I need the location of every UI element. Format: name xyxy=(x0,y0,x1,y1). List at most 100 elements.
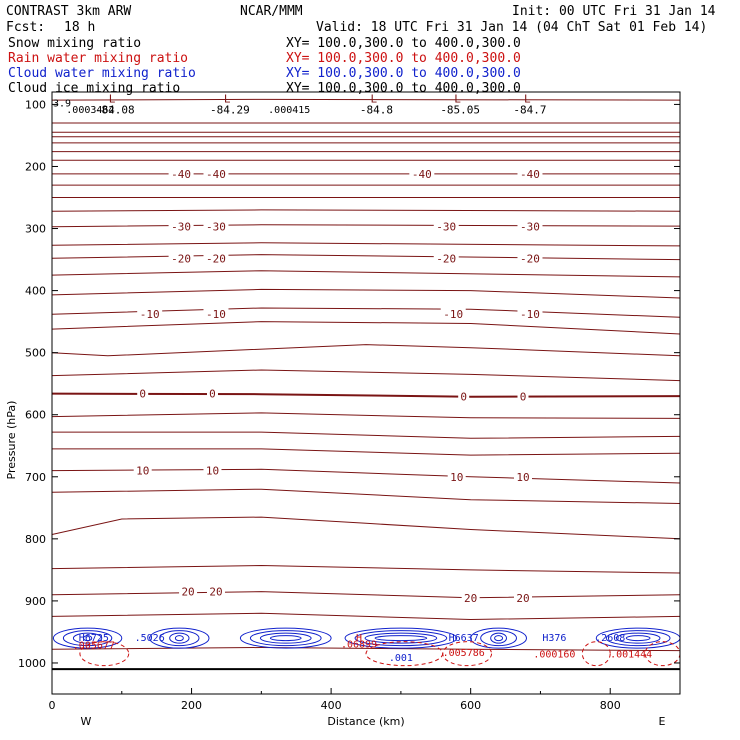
temperature-label: 20 xyxy=(209,586,222,599)
min-marker-value: -84.7 xyxy=(513,103,546,116)
rain-water-contour xyxy=(79,641,130,667)
temperature-label: -20 xyxy=(520,252,540,265)
legend: Snow mixing ratio XY= 100.0,300.0 to 400… xyxy=(8,36,521,96)
temperature-label-background xyxy=(517,220,543,233)
min-marker-value: -84.8 xyxy=(360,103,393,116)
fcst-value: 18 h xyxy=(64,20,95,35)
fcst-label: Fcst: xyxy=(6,20,45,35)
temperature-label: -40 xyxy=(520,168,540,181)
temperature-contour-line xyxy=(51,270,681,278)
legend-rain-name: Rain water mixing ratio xyxy=(8,51,188,66)
temperature-label-background xyxy=(517,252,543,265)
temperature-label-background xyxy=(433,220,459,233)
temperature-label-background xyxy=(179,585,198,598)
temperature-label: -40 xyxy=(412,168,432,181)
cloud-water-contour xyxy=(52,627,123,649)
temperature-label: -30 xyxy=(436,221,456,234)
cloud-water-contour xyxy=(239,627,332,649)
temperature-label: -40 xyxy=(206,168,226,181)
temperature-contour-line xyxy=(51,224,681,228)
temperature-label: 20 xyxy=(516,592,529,605)
temperature-label-background xyxy=(517,167,543,180)
temperature-label-background xyxy=(433,252,459,265)
temperature-contour-line xyxy=(51,591,681,599)
left-edge-value: 3.9 xyxy=(53,98,71,109)
x-tick-label: 600 xyxy=(460,699,481,712)
temperature-contour-line xyxy=(51,209,681,212)
min-marker-value: -84.08 xyxy=(95,103,135,116)
y-tick-label: 1000 xyxy=(18,657,46,670)
temperature-label-background xyxy=(447,470,466,483)
cloud-water-contour xyxy=(494,635,504,642)
max-marker-value: .000160 xyxy=(533,650,575,661)
model-title: CONTRAST 3km ARW xyxy=(6,4,131,19)
temperature-label-background xyxy=(168,252,194,265)
temperature-label-background xyxy=(137,387,149,400)
temperature-contours xyxy=(51,98,681,652)
temperature-contour-line xyxy=(51,646,681,652)
temperature-label-background xyxy=(440,308,466,321)
min-marker-letter: L xyxy=(109,92,116,105)
cloud-water-contour xyxy=(490,632,507,644)
max-marker-value: .001 xyxy=(389,653,413,664)
y-tick-label: 600 xyxy=(25,409,46,422)
cloud-water-contour xyxy=(174,635,184,642)
cloud-water-contour xyxy=(374,635,428,642)
extrema-markers: L-84.08L-84.29L-84.8L-85.05L-84.7.000346… xyxy=(53,92,652,663)
temperature-label: -20 xyxy=(171,252,191,265)
temperature-contour-line xyxy=(52,431,681,439)
max-marker-value: H6637 xyxy=(449,633,479,644)
temperature-label-background xyxy=(168,167,194,180)
temperature-label-background xyxy=(206,387,218,400)
temperature-label: -10 xyxy=(443,308,463,321)
x-axis-label: Distance (km) xyxy=(327,715,404,728)
cloud-water-contour xyxy=(605,630,671,647)
max-marker-value: .000415 xyxy=(268,105,310,116)
x-tick-label: 200 xyxy=(181,699,202,712)
y-tick-label: 900 xyxy=(25,595,46,608)
temperature-label: -10 xyxy=(520,308,540,321)
max-marker-value: .005786 xyxy=(443,648,485,659)
temperature-contour-line xyxy=(51,254,681,261)
temperature-label: -30 xyxy=(171,221,191,234)
y-tick-label: 100 xyxy=(25,98,46,111)
cloud-water-contour xyxy=(169,632,190,644)
y-tick-label: 500 xyxy=(25,347,46,360)
temperature-contour-line xyxy=(51,369,681,382)
temperature-label-background xyxy=(206,585,225,598)
temperature-label: -10 xyxy=(206,308,226,321)
y-tick-label: 700 xyxy=(25,471,46,484)
cloud-water-contour xyxy=(615,632,661,644)
min-marker-letter: L xyxy=(370,92,377,105)
min-marker-letter: L xyxy=(454,92,461,105)
temperature-contour-line xyxy=(51,488,681,504)
x-tick-label: 400 xyxy=(321,699,342,712)
temperature-label: -10 xyxy=(140,308,160,321)
y-axis-label: Pressure (hPa) xyxy=(5,401,18,480)
rain-water-contour xyxy=(581,641,611,667)
cloud-water-contour xyxy=(149,627,210,649)
cloud-water-contour xyxy=(364,632,438,644)
temperature-contour-line xyxy=(51,288,681,299)
min-marker-value: -85.05 xyxy=(440,103,480,116)
cloud-water-contour xyxy=(62,630,113,647)
legend-snow-xy: XY= 100.0,300.0 to 400.0,300.0 xyxy=(286,36,521,51)
legend-snow-name: Snow mixing ratio xyxy=(8,36,141,51)
temperature-label-background xyxy=(137,308,163,321)
max-marker-value: H xyxy=(356,633,362,644)
temperature-label: -40 xyxy=(171,168,191,181)
cloud-water-contour xyxy=(72,632,103,644)
temperature-label: -30 xyxy=(520,221,540,234)
legend-cloud-water-name: Cloud water mixing ratio xyxy=(8,66,196,81)
temperature-label-background xyxy=(168,220,194,233)
cloud-water-contour xyxy=(259,632,312,644)
cloud-water-contour xyxy=(625,635,651,642)
temperature-label-background xyxy=(461,591,480,604)
x-tick-label: 800 xyxy=(600,699,621,712)
temperature-label-background xyxy=(133,464,152,477)
temperature-contour-line xyxy=(51,242,681,247)
y-tick-label: 300 xyxy=(25,223,46,236)
max-marker-value: .005677 xyxy=(73,640,115,651)
cloud-water-contour xyxy=(159,630,200,647)
